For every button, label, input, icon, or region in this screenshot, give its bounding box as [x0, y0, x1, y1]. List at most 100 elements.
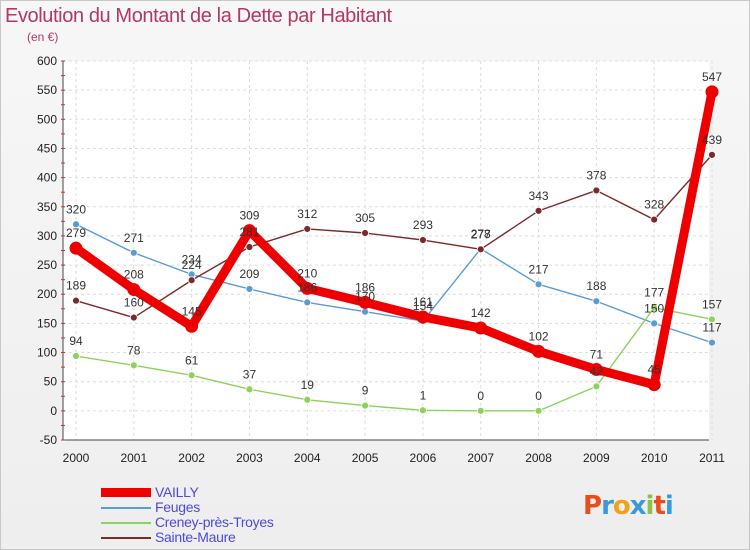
data-label: 37: [243, 367, 257, 381]
data-point: [242, 224, 256, 238]
x-tick-label: 2010: [641, 451, 668, 465]
legend-swatch-creney: [101, 522, 151, 524]
x-tick-label: 2004: [294, 451, 321, 465]
data-point: [419, 406, 427, 415]
data-point: [72, 220, 80, 229]
data-label: 224: [182, 258, 202, 272]
logo-letter: P: [583, 491, 602, 521]
proxiti-logo: Proxiti: [583, 491, 674, 521]
data-point: [534, 406, 543, 415]
data-point: [300, 281, 314, 295]
data-label: 9: [362, 384, 369, 398]
y-tick-label: 400: [37, 171, 57, 185]
data-point: [245, 243, 254, 251]
data-point: [185, 319, 199, 333]
data-label: 78: [127, 343, 141, 357]
data-label: 271: [124, 231, 144, 245]
data-point: [592, 297, 601, 306]
data-label: 209: [239, 267, 259, 281]
data-label: 208: [124, 268, 144, 282]
x-tick-label: 2001: [120, 451, 147, 465]
y-tick-label: 450: [37, 141, 57, 155]
x-tick-label: 2011: [699, 451, 725, 465]
data-point: [416, 310, 430, 324]
data-point: [532, 344, 546, 358]
y-tick-label: 550: [37, 83, 57, 97]
data-point: [187, 276, 196, 285]
data-label: 42: [590, 364, 604, 378]
data-label: 320: [66, 202, 86, 216]
y-tick-label: 50: [44, 375, 58, 389]
y-tick-label: 300: [37, 229, 57, 243]
plot-area: [63, 61, 709, 440]
data-label: 234: [182, 252, 202, 266]
data-label: 277: [471, 227, 491, 241]
y-tick-label: 200: [37, 287, 57, 301]
data-label: 309: [239, 209, 259, 223]
data-label: 293: [413, 218, 433, 232]
chart-unit: (en €): [27, 30, 59, 44]
data-label: 170: [355, 290, 375, 304]
legend-swatch-feuges: [101, 507, 151, 509]
logo-letter: i: [664, 491, 674, 521]
logo-letter: r: [601, 491, 614, 521]
data-label: 102: [529, 329, 549, 343]
data-point: [361, 307, 369, 316]
data-label: 94: [69, 334, 83, 348]
data-label: 210: [297, 266, 317, 280]
data-point: [187, 371, 196, 380]
data-point: [129, 313, 138, 322]
legend-label-feuges: Feuges: [155, 499, 200, 515]
data-label: 188: [586, 279, 606, 293]
data-point: [708, 338, 716, 347]
legend-label-vailly: VAILLY: [155, 484, 199, 500]
data-point: [245, 385, 254, 394]
chart-title: Evolution du Montant de la Dette par Hab…: [5, 5, 392, 27]
data-label: 0: [535, 389, 542, 403]
data-point: [592, 382, 601, 391]
data-label: 154: [413, 299, 433, 313]
data-label: 343: [529, 189, 549, 203]
data-point: [303, 298, 312, 307]
data-label: 312: [297, 207, 317, 221]
data-label: 281: [239, 225, 259, 239]
data-label: 160: [124, 296, 144, 310]
data-label: 142: [471, 306, 491, 320]
data-point: [650, 215, 659, 224]
x-tick-label: 2003: [236, 451, 263, 465]
data-label: 117: [702, 321, 721, 335]
data-point: [129, 361, 138, 370]
x-tick-label: 2007: [467, 451, 494, 465]
series-line-feuges: [75, 223, 713, 344]
data-point: [129, 248, 138, 257]
data-point: [69, 241, 83, 255]
data-label: 186: [355, 280, 375, 294]
data-point: [534, 280, 543, 289]
data-point: [303, 395, 312, 404]
data-label: 439: [702, 133, 722, 147]
data-point: [303, 225, 312, 233]
y-tick-label: 0: [50, 404, 57, 418]
data-point: [592, 186, 601, 195]
y-tick-label: -50: [40, 433, 58, 447]
data-label: 157: [702, 297, 722, 311]
y-tick-label: 100: [37, 346, 57, 360]
data-point: [476, 406, 485, 415]
logo-letter: i: [645, 491, 655, 521]
data-label: 547: [702, 70, 722, 84]
data-point: [589, 362, 603, 376]
data-label: 378: [586, 168, 606, 182]
data-point: [650, 303, 659, 312]
data-point: [361, 229, 369, 237]
data-label: 150: [644, 301, 664, 315]
y-tick-label: 600: [37, 54, 57, 68]
data-point: [361, 401, 369, 410]
legend-label-creney: Creney-près-Troyes: [155, 514, 274, 530]
data-label: 186: [297, 280, 317, 294]
data-point: [708, 150, 716, 159]
x-tick-label: 2008: [525, 451, 552, 465]
data-label: 328: [644, 198, 664, 212]
y-tick-label: 350: [37, 200, 57, 214]
